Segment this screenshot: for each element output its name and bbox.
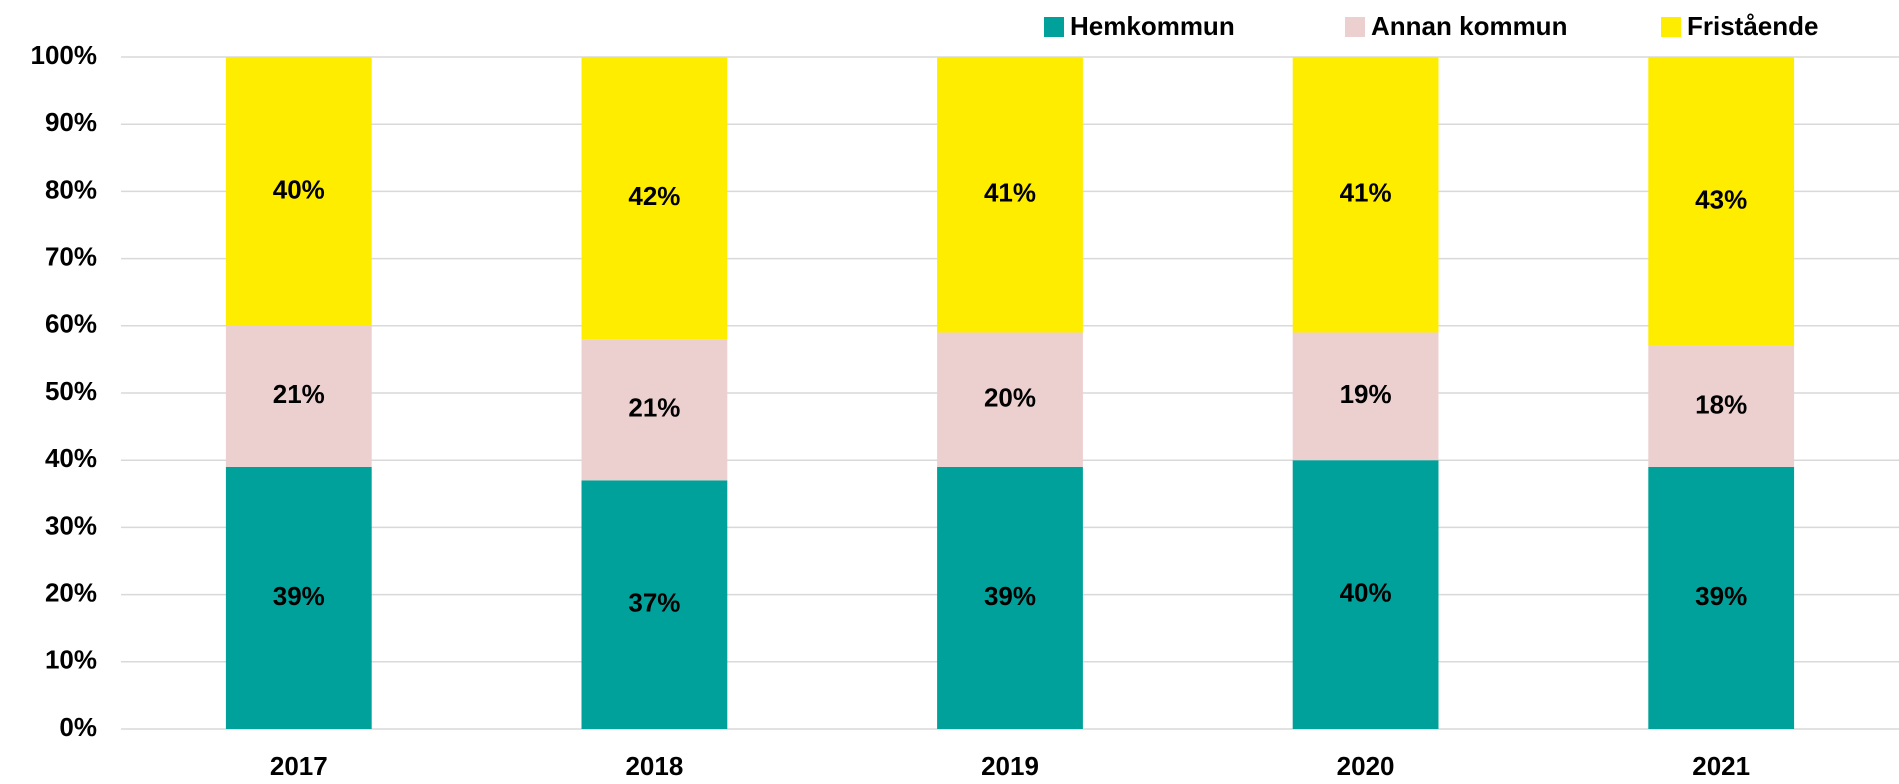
bar-segment — [1292, 57, 1439, 333]
y-tick-label: 70% — [45, 241, 97, 271]
y-tick-label: 80% — [45, 174, 97, 204]
bar-segment — [225, 325, 372, 467]
bar-segment — [581, 57, 728, 340]
bar-segment — [225, 57, 372, 326]
data-label: 18% — [1695, 389, 1747, 419]
bar-segment — [937, 57, 1083, 333]
data-label: 40% — [1340, 577, 1392, 607]
bar-segment — [1292, 332, 1439, 461]
bar-segment — [1648, 345, 1795, 467]
data-label: 41% — [984, 178, 1036, 208]
x-tick-label: 2017 — [270, 751, 328, 781]
y-tick-label: 50% — [45, 376, 97, 406]
x-tick-label: 2019 — [981, 751, 1039, 781]
legend-swatch — [1345, 17, 1365, 37]
bar-segment — [1292, 460, 1439, 729]
data-label: 39% — [1695, 581, 1747, 611]
data-label: 41% — [1340, 178, 1392, 208]
legend-label: Hemkommun — [1070, 11, 1235, 41]
y-tick-label: 90% — [45, 107, 97, 137]
data-label: 39% — [984, 581, 1036, 611]
bar-segment — [581, 480, 728, 729]
data-label: 21% — [273, 379, 325, 409]
x-tick-label: 2021 — [1692, 751, 1750, 781]
data-label: 43% — [1695, 184, 1747, 214]
data-label: 39% — [273, 581, 325, 611]
bar-segment — [581, 339, 728, 481]
bar-segment — [937, 466, 1083, 729]
y-tick-label: 100% — [31, 40, 98, 70]
y-tick-label: 60% — [45, 309, 97, 339]
data-label: 37% — [628, 588, 680, 618]
y-tick-label: 10% — [45, 645, 97, 675]
bar-segment — [1648, 466, 1795, 729]
bar-segment — [225, 466, 372, 729]
x-tick-label: 2018 — [625, 751, 683, 781]
data-label: 21% — [628, 393, 680, 423]
y-tick-label: 40% — [45, 443, 97, 473]
legend-label: Annan kommun — [1371, 11, 1567, 41]
y-tick-label: 30% — [45, 510, 97, 540]
bar-segment — [937, 332, 1083, 467]
x-tick-label: 2020 — [1337, 751, 1395, 781]
legend-swatch — [1661, 17, 1681, 37]
y-tick-label: 0% — [59, 712, 97, 742]
data-label: 20% — [984, 383, 1036, 413]
y-tick-label: 20% — [45, 577, 97, 607]
bar-segment — [1648, 57, 1795, 346]
data-label: 40% — [273, 174, 325, 204]
legend-label: Fristående — [1687, 11, 1819, 41]
data-label: 19% — [1340, 379, 1392, 409]
legend-swatch — [1044, 17, 1064, 37]
data-label: 42% — [628, 181, 680, 211]
